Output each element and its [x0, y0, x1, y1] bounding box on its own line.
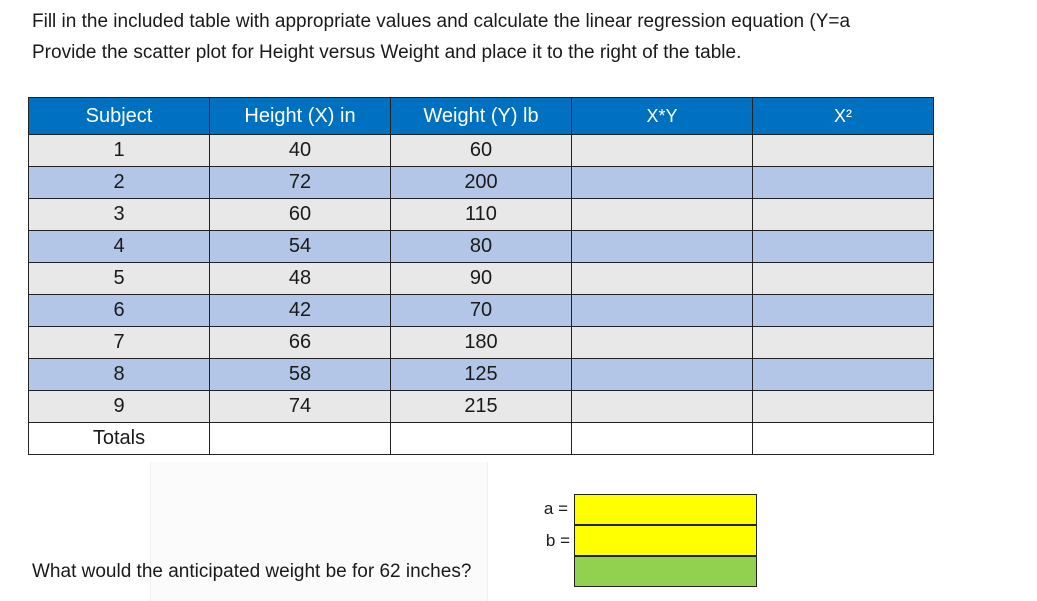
subject-cell: 4 — [28, 230, 210, 263]
height-cell: 72 — [209, 166, 391, 199]
xy-cell[interactable] — [571, 294, 753, 327]
question-text: What would the anticipated weight be for… — [32, 561, 472, 582]
subject-cell: 5 — [28, 262, 210, 295]
weight-cell: 80 — [390, 230, 572, 263]
subject-cell: 7 — [28, 326, 210, 359]
subject-cell: 2 — [28, 166, 210, 199]
table-row: 4 54 80 — [28, 230, 934, 263]
height-cell: 54 — [209, 230, 391, 263]
instructions: Fill in the included table with appropri… — [32, 6, 1032, 68]
x-squared-total-cell[interactable] — [752, 422, 934, 455]
table-row: 5 48 90 — [28, 262, 934, 295]
subject-cell: 8 — [28, 358, 210, 391]
weight-cell: 215 — [390, 390, 572, 423]
xy-cell[interactable] — [571, 134, 753, 167]
totals-label: Totals — [28, 422, 210, 455]
header-weight: Weight (Y) lb — [390, 97, 572, 135]
subject-cell: 1 — [28, 134, 210, 167]
table-row: 8 58 125 — [28, 358, 934, 391]
xy-cell[interactable] — [571, 390, 753, 423]
data-table: Subject Height (X) in Weight (Y) lb X*Y … — [28, 97, 934, 455]
xy-cell[interactable] — [571, 358, 753, 391]
height-cell: 40 — [209, 134, 391, 167]
weight-cell: 125 — [390, 358, 572, 391]
xy-cell[interactable] — [571, 198, 753, 231]
header-x-squared: X² — [752, 97, 934, 135]
height-cell: 66 — [209, 326, 391, 359]
table-row: 3 60 110 — [28, 198, 934, 231]
xy-cell[interactable] — [571, 230, 753, 263]
faint-panel — [150, 462, 488, 601]
weight-cell: 180 — [390, 326, 572, 359]
height-cell: 58 — [209, 358, 391, 391]
height-cell: 48 — [209, 262, 391, 295]
header-height: Height (X) in — [209, 97, 391, 135]
x-squared-cell[interactable] — [752, 198, 934, 231]
weight-cell: 90 — [390, 262, 572, 295]
xy-cell[interactable] — [571, 326, 753, 359]
table-row: 6 42 70 — [28, 294, 934, 327]
xy-cell[interactable] — [571, 166, 753, 199]
header-xy: X*Y — [571, 97, 753, 135]
table-row: 7 66 180 — [28, 326, 934, 359]
b-label: b = — [545, 531, 570, 550]
subject-cell: 9 — [28, 390, 210, 423]
instruction-line-2: Provide the scatter plot for Height vers… — [32, 42, 742, 63]
totals-row: Totals — [28, 422, 934, 455]
header-subject: Subject — [28, 97, 210, 135]
table-row: 1 40 60 — [28, 134, 934, 167]
a-value-box[interactable] — [574, 494, 757, 525]
weight-cell: 110 — [390, 198, 572, 231]
height-cell: 42 — [209, 294, 391, 327]
x-squared-cell[interactable] — [752, 262, 934, 295]
table-row: 2 72 200 — [28, 166, 934, 199]
b-value-box[interactable] — [574, 525, 757, 556]
instruction-line-1: Fill in the included table with appropri… — [32, 11, 851, 32]
x-squared-cell[interactable] — [752, 230, 934, 263]
height-total-cell[interactable] — [209, 422, 391, 455]
x-squared-cell[interactable] — [752, 326, 934, 359]
header-row: Subject Height (X) in Weight (Y) lb X*Y … — [28, 97, 934, 135]
x-squared-cell[interactable] — [752, 390, 934, 423]
answer-box[interactable] — [574, 556, 757, 587]
x-squared-cell[interactable] — [752, 294, 934, 327]
x-squared-cell[interactable] — [752, 166, 934, 199]
x-squared-cell[interactable] — [752, 134, 934, 167]
weight-cell: 70 — [390, 294, 572, 327]
x-squared-cell[interactable] — [752, 358, 934, 391]
xy-total-cell[interactable] — [571, 422, 753, 455]
height-cell: 60 — [209, 198, 391, 231]
subject-cell: 3 — [28, 198, 210, 231]
a-label: a = — [543, 499, 568, 518]
table-row: 9 74 215 — [28, 390, 934, 423]
weight-cell: 200 — [390, 166, 572, 199]
subject-cell: 6 — [28, 294, 210, 327]
weight-total-cell[interactable] — [390, 422, 572, 455]
xy-cell[interactable] — [571, 262, 753, 295]
height-cell: 74 — [209, 390, 391, 423]
weight-cell: 60 — [390, 134, 572, 167]
